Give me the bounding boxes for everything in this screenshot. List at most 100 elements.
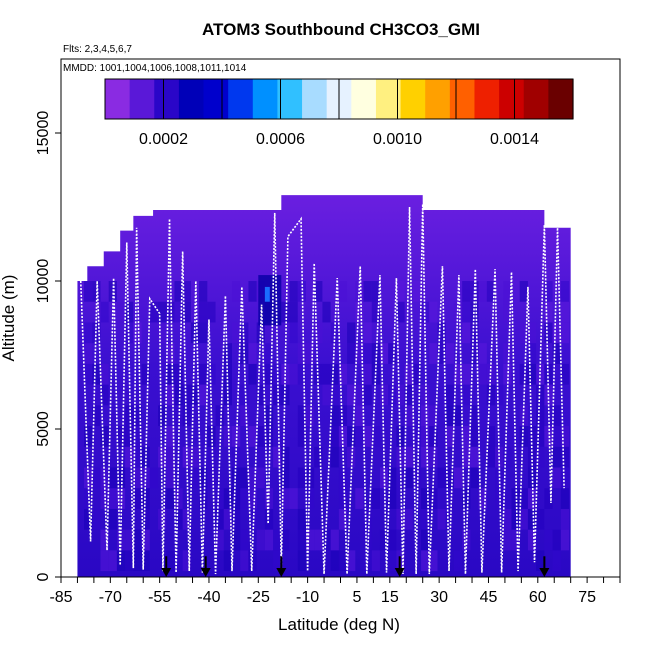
curtain-cell [445,508,454,530]
curtain-cell [478,488,487,509]
curtain-cell [355,384,364,406]
curtain-cell [363,550,372,572]
curtain-cell [256,529,265,551]
curtain-cell [519,508,528,530]
colorbar-swatch [449,79,476,119]
curtain-cell [486,281,496,302]
curtain-cell [289,322,298,344]
curtain-cell [314,446,323,468]
curtain-cell [511,508,520,530]
y-axis-label: Altitude (m) [0,275,18,362]
curtain-cell [338,550,348,572]
curtain-cell [470,426,479,447]
curtain-cell [166,467,175,489]
curtain-cell [560,529,570,551]
curtain-cell [273,529,282,551]
curtain-cell [207,426,216,447]
colorbar-swatch [252,79,279,119]
colorbar-swatch [154,79,180,119]
curtain-cell [166,343,175,364]
curtain-cell [445,488,454,509]
curtain-cell [215,529,224,551]
x-axis-label: Latitude (deg N) [278,615,400,634]
curtain-cell [462,281,471,302]
curtain-cell [552,529,561,551]
curtain-cell [363,343,372,364]
curtain-cell [223,508,232,530]
curtain-cell [470,446,479,468]
curtain-cell [388,529,397,551]
curtain-cell [125,426,134,447]
curtain-cell [437,467,446,489]
curtain-cell [396,301,405,323]
curtain-cell [552,550,561,572]
curtain-cell [166,426,175,447]
curtain-cell [133,550,142,572]
curtain-cell [412,363,422,385]
curtain-cell [519,322,528,344]
curtain-cell [330,405,339,427]
curtain-cell [248,363,257,385]
curtain-cell [289,363,298,385]
curtain-cell [536,550,545,572]
flight-track [79,204,565,575]
curtain-cell [84,426,93,447]
curtain-cell [199,384,208,406]
colorbar-swatch [351,79,377,119]
curtain-cell [363,384,372,406]
curtain-cell [495,384,504,406]
curtain-cell [322,301,331,323]
curtain-cell [248,488,257,509]
curtain-cell [453,405,463,427]
curtain-cell [314,322,323,344]
curtain-cell [231,488,241,509]
curtain-cell [462,426,471,447]
curtain-cell [404,508,413,530]
curtain-cell [338,281,348,302]
curtain-cell [305,343,315,364]
curtain-cell [240,467,249,489]
curtain-cell [297,426,306,447]
curtain-cell [363,363,372,385]
curtain-cell [289,281,298,302]
curtain-cell [552,405,561,427]
curtain-cell [445,426,454,447]
curtain-cell [190,384,200,406]
curtain-cell [305,405,315,427]
curtain-cell [536,384,545,406]
curtain-cell [371,550,380,572]
curtain-cell [84,343,93,364]
curtain-cell [133,426,142,447]
curtain-cell [560,363,570,385]
curtain-cell [429,405,438,427]
colorbar-swatch [499,79,525,119]
curtain-cell [100,550,109,572]
curtain-cell [536,508,545,530]
curtain-cell [231,467,241,489]
colorbar-swatch [105,79,131,119]
curtain-cell [133,322,142,344]
curtain-cell [462,384,471,406]
curtain-cell [84,363,93,385]
curtain-cell [281,301,290,323]
curtain-cell [429,301,438,323]
curtain-cell [100,529,109,551]
colorbar-tick-label: 0.0010 [373,131,422,148]
curtain-cell [347,322,356,344]
curtain-cell [347,343,356,364]
curtain-cell [199,322,208,344]
colorbar-swatch [400,79,426,119]
curtain-cell [404,467,413,489]
curtain-cell [240,343,249,364]
curtain-cell [519,426,528,447]
curtain-cell [363,508,372,530]
curtain-cell [92,363,101,385]
curtain-cell [240,550,249,572]
curtain-cell [199,363,208,385]
curtain-cell [100,363,109,385]
curtain-cell [174,508,183,530]
high-value-region [258,275,282,326]
curtain-cell [544,301,553,323]
curtain-cell [174,363,183,385]
curtain-cell [355,426,364,447]
